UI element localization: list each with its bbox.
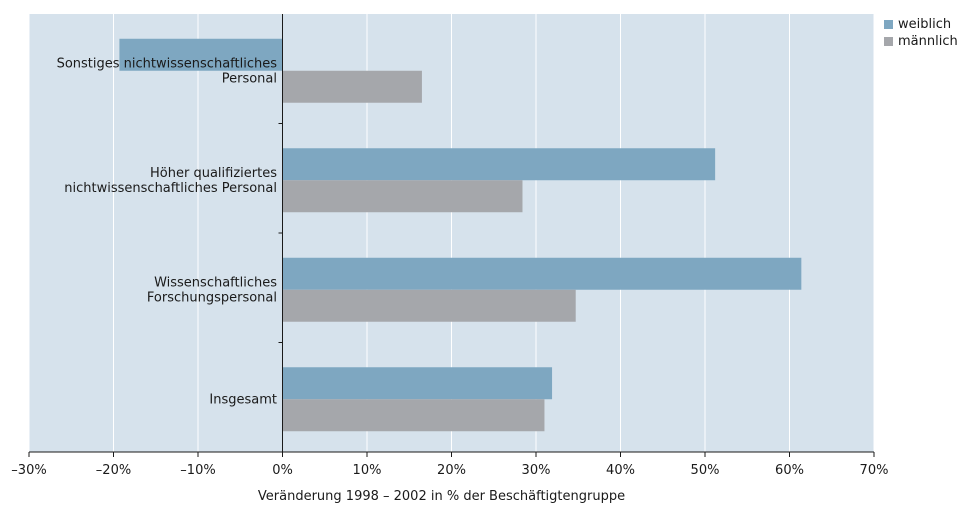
category-label-line: Insgesamt (209, 392, 277, 407)
legend-label-weiblich: weiblich (898, 17, 952, 32)
x-axis-title: Veränderung 1998 – 2002 in % der Beschäf… (258, 489, 625, 504)
category-label: Höher qualifiziertes nichtwissenschaftlic… (64, 166, 277, 196)
category-label-line: Forschungspersonal (147, 290, 277, 305)
x-tick-label: –20% (96, 463, 131, 478)
category-label: Insgesamt (209, 392, 277, 407)
bars (119, 38, 802, 432)
x-tick-label: 70% (860, 463, 889, 478)
x-tick-label: 50% (691, 463, 720, 478)
legend-swatch-maennlich (884, 37, 893, 46)
bar-weiblich-1 (282, 148, 716, 181)
bar-weiblich-2 (282, 257, 802, 290)
bar-weiblich-0 (119, 38, 283, 71)
bar-maennlich-2 (282, 289, 576, 322)
bar-maennlich-0 (282, 70, 422, 103)
category-label-line: Sonstiges nichtwissenschaftliches (57, 56, 278, 71)
legend: weiblich männlich (884, 16, 958, 50)
tick-labels: –30% –20% –10% 0% 10% 20% 30% 40% 50% 60% 70% (11, 463, 888, 478)
bar-maennlich-3 (282, 399, 545, 432)
category-label-line: Wissenschaftliches (154, 275, 277, 290)
legend-item-maennlich: männlich (884, 33, 958, 50)
x-tick-label: –30% (11, 463, 46, 478)
x-tick-label: 10% (353, 463, 382, 478)
category-label-line: Personal (222, 71, 277, 86)
bar-maennlich-1 (282, 180, 523, 213)
category-labels: Sonstiges nichtwissenschaftliches Persona… (57, 56, 278, 407)
category-label-line: Höher qualifiziertes (150, 166, 277, 181)
legend-label-maennlich: männlich (898, 34, 958, 49)
category-label: Sonstiges nichtwissenschaftliches Persona… (57, 56, 278, 86)
x-tick-label: 20% (437, 463, 466, 478)
gridlines (28, 14, 875, 452)
axes (28, 14, 875, 457)
legend-swatch-weiblich (884, 20, 893, 29)
x-tick-label: –10% (180, 463, 215, 478)
x-tick-label: 60% (775, 463, 804, 478)
x-tick-label: 30% (522, 463, 551, 478)
bar-weiblich-3 (282, 367, 553, 400)
category-label: Wissenschaftliches Forschungspersonal (147, 275, 277, 305)
x-tick-label: 40% (606, 463, 635, 478)
legend-item-weiblich: weiblich (884, 16, 958, 33)
x-tick-label: 0% (272, 463, 293, 478)
category-label-line: nichtwissenschaftliches Personal (64, 181, 277, 196)
